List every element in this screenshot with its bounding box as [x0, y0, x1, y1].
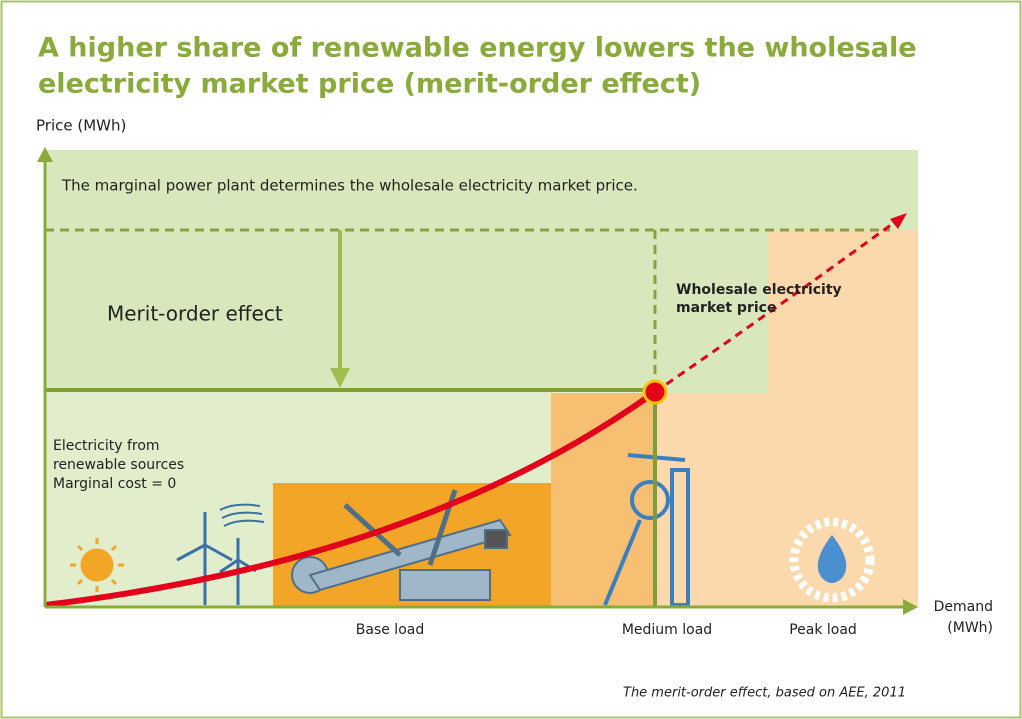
load-label: Base load — [356, 622, 424, 638]
price-label: Wholesale electricity — [676, 282, 842, 298]
market-price-point — [644, 381, 666, 403]
note: The marginal power plant determines the … — [61, 177, 638, 195]
x-axis-label: (MWh) — [947, 620, 993, 636]
page: A higher share of renewable energy lower… — [0, 0, 1022, 719]
price-label: market price — [676, 300, 776, 316]
renewables-label: Marginal cost = 0 — [53, 476, 176, 492]
renewables-label: Electricity from — [53, 438, 160, 454]
load-label: Peak load — [789, 622, 857, 638]
effect-label: Merit-order effect — [107, 302, 283, 326]
load-label: Medium load — [622, 622, 712, 638]
title-line: A higher share of renewable energy lower… — [38, 33, 917, 64]
caption: The merit-order effect, based on AEE, 20… — [623, 686, 906, 701]
renewables-label: renewable sources — [53, 457, 184, 473]
title-line: electricity market price (merit-order ef… — [38, 69, 701, 100]
x-axis-label: Demand — [934, 599, 993, 615]
y-axis-label: Price (MWh) — [36, 117, 126, 135]
